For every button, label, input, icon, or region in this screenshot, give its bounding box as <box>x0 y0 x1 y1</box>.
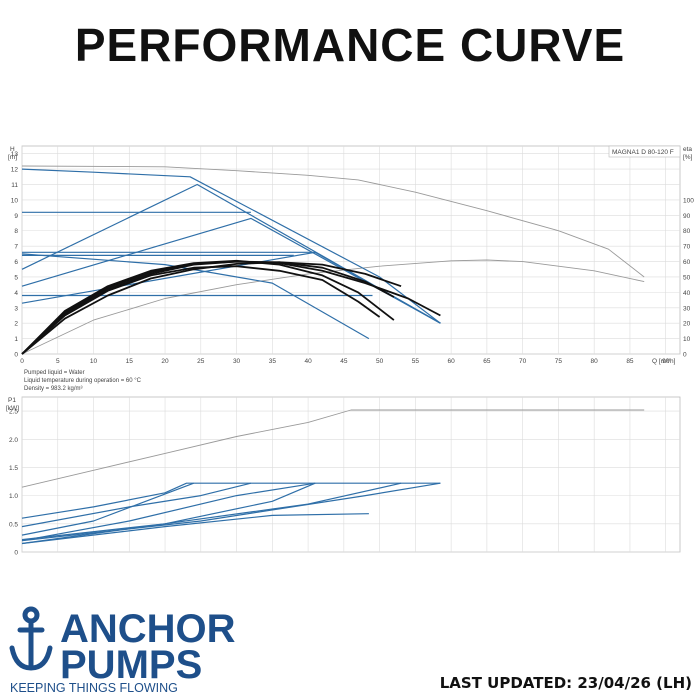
chart-note: Density = 983.2 kg/m³ <box>24 386 83 392</box>
top-ytick-label: 1 <box>14 336 18 343</box>
anchor-pumps-logo: ANCHOR PUMPS KEEPING THINGS FLOWING <box>9 606 236 694</box>
bottom-curve-blue <box>21 513 369 545</box>
top-y2tick-label: 0 <box>683 352 687 359</box>
top-y2tick-label: 80 <box>683 228 691 235</box>
brand-line2: PUMPS <box>60 643 202 687</box>
top-ytick-label: 3 <box>14 305 18 312</box>
top-curve-blue <box>21 253 370 340</box>
top-xtick-label: 30 <box>233 358 241 365</box>
top-chart-frame <box>21 145 681 355</box>
chart-note: Pumped liquid = Water <box>24 370 85 376</box>
top-curve-gray <box>21 259 645 355</box>
bottom-curve-blue <box>21 482 402 541</box>
top-curve-black <box>21 260 395 355</box>
bottom-ytick-label: 1.5 <box>9 465 18 472</box>
page-title: PERFORMANCE CURVE <box>74 19 626 71</box>
top-ylabel: H <box>10 146 15 153</box>
bottom-ytick-label: 0.5 <box>9 521 18 528</box>
top-xtick-label: 75 <box>555 358 563 365</box>
top-ytick-label: 7 <box>14 244 18 251</box>
top-ylabel-unit: [m] <box>8 154 17 161</box>
top-xlabel: Q [m³/h] <box>652 358 676 365</box>
top-y2label: eta <box>683 146 692 153</box>
top-ytick-label: 6 <box>14 259 18 266</box>
brand-tagline: KEEPING THINGS FLOWING <box>10 681 178 694</box>
bottom-curve-blue <box>21 482 194 536</box>
bottom-ytick-label: 2.0 <box>9 437 18 444</box>
bottom-curve-blue <box>21 482 316 542</box>
bottom-curve-blue <box>21 482 316 545</box>
top-xtick-label: 5 <box>56 358 60 365</box>
top-xtick-label: 0 <box>20 358 24 365</box>
top-ytick-label: 4 <box>14 290 18 297</box>
top-y2tick-label: 50 <box>683 274 691 281</box>
bottom-ytick-label: 2.5 <box>9 409 18 416</box>
bottom-ytick-label: 1.0 <box>9 493 18 500</box>
top-y2tick-label: 20 <box>683 321 691 328</box>
top-xtick-label: 60 <box>448 358 456 365</box>
top-ytick-label: 13 <box>11 151 19 158</box>
top-ytick-label: 2 <box>14 321 18 328</box>
bottom-ytick-label: 0 <box>14 550 18 557</box>
top-xtick-label: 50 <box>376 358 384 365</box>
product-legend-box <box>608 145 681 158</box>
top-xtick-label: 70 <box>519 358 527 365</box>
bottom-ylabel-unit: [kW] <box>6 405 19 412</box>
bottom-curve-blue <box>21 482 441 542</box>
last-updated: LAST UPDATED: 23/04/26 (LH) <box>439 674 692 692</box>
top-xtick-label: 45 <box>340 358 348 365</box>
chart-note: Liquid temperature during operation = 60… <box>24 378 142 384</box>
top-ytick-label: 12 <box>11 167 19 174</box>
top-xtick-label: 35 <box>269 358 277 365</box>
top-y2tick-label: 30 <box>683 305 691 312</box>
top-ytick-label: 11 <box>11 182 18 189</box>
top-xtick-label: 20 <box>161 358 169 365</box>
top-xtick-label: 15 <box>126 358 134 365</box>
top-y2label-unit: [%] <box>683 154 693 161</box>
top-y2tick-label: 60 <box>683 259 691 266</box>
top-y2tick-label: 100 <box>683 197 694 204</box>
brand-line1: ANCHOR <box>60 607 236 651</box>
top-xtick-label: 65 <box>483 358 491 365</box>
top-xtick-label: 40 <box>304 358 312 365</box>
top-y2tick-label: 70 <box>683 244 691 251</box>
anchor-icon <box>9 606 53 671</box>
top-curve-gray <box>21 165 645 278</box>
top-xtick-label: 90 <box>662 358 670 365</box>
top-ytick-label: 8 <box>14 228 18 235</box>
bottom-curve-gray <box>21 409 645 488</box>
top-ytick-label: 9 <box>14 213 18 220</box>
bottom-ylabel: P1 <box>8 397 16 404</box>
top-curve-blue <box>21 168 441 324</box>
top-xtick-label: 80 <box>591 358 599 365</box>
top-xtick-label: 55 <box>412 358 420 365</box>
top-y2tick-label: 10 <box>683 336 691 343</box>
top-ytick-label: 0 <box>14 352 18 359</box>
bottom-curve-blue <box>21 482 441 519</box>
top-ytick-label: 5 <box>14 274 18 281</box>
top-xtick-label: 10 <box>90 358 98 365</box>
bottom-curve-blue <box>21 482 252 528</box>
product-legend-label: MAGNA1 D 80-120 F <box>612 149 674 156</box>
top-y2tick-label: 40 <box>683 290 691 297</box>
top-ytick-label: 10 <box>11 197 19 204</box>
top-y2tick-label: 90 <box>683 213 691 220</box>
top-curve-black <box>21 261 402 355</box>
top-xtick-label: 25 <box>197 358 205 365</box>
top-xtick-label: 85 <box>626 358 634 365</box>
